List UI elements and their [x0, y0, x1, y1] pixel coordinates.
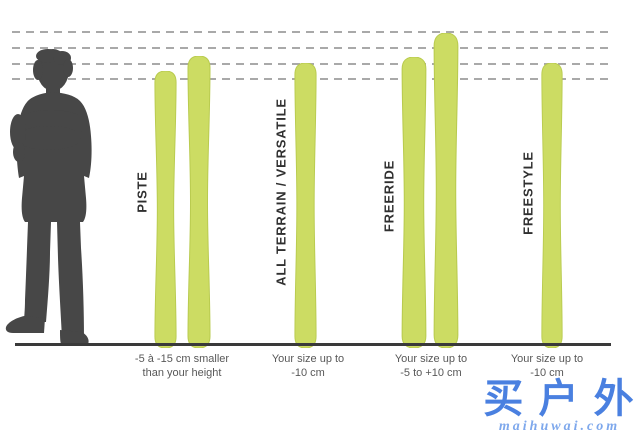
caption-all-terrain-line2: -10 cm [291, 367, 325, 379]
height-reference-line-2 [12, 47, 614, 49]
caption-piste-line2: than your height [142, 367, 222, 379]
ski-piste-right [187, 56, 211, 348]
caption-freeride-line2: -5 to +10 cm [400, 367, 462, 379]
ski-freestyle [541, 63, 563, 348]
category-label-freestyle: FREESTYLE [520, 151, 536, 235]
ski-freeride-right [433, 33, 459, 348]
watermark: 买 户 外 maihuwai.com [477, 377, 640, 435]
ski-freeride-left [401, 57, 427, 348]
category-label-piste: PISTE [134, 171, 150, 213]
caption-piste: -5 à -15 cm smaller than your height [92, 352, 272, 380]
watermark-domain-text: maihuwai.com [498, 419, 621, 434]
caption-freestyle-line1: Your size up to [510, 353, 584, 365]
person-silhouette [5, 49, 92, 344]
caption-freeride-line1: Your size up to [394, 353, 468, 365]
caption-all-terrain-line1: Your size up to [271, 353, 345, 365]
caption-freestyle-line2: -10 cm [530, 367, 564, 379]
watermark-brand-text: 买 户 外 [483, 377, 636, 421]
height-reference-line-1 [12, 31, 614, 33]
ground-line [15, 343, 611, 346]
height-reference-line-3 [12, 63, 614, 65]
caption-freeride: Your size up to -5 to +10 cm [341, 352, 521, 380]
category-label-all-terrain: ALL TERRAIN / VERSATILE [273, 98, 289, 286]
ski-piste-left [154, 71, 177, 348]
caption-all-terrain: Your size up to -10 cm [218, 352, 398, 380]
category-label-freeride: FREERIDE [381, 159, 397, 233]
caption-piste-line1: -5 à -15 cm smaller [134, 353, 230, 365]
caption-freestyle: Your size up to -10 cm [457, 352, 637, 380]
ski-all-terrain [294, 63, 317, 348]
